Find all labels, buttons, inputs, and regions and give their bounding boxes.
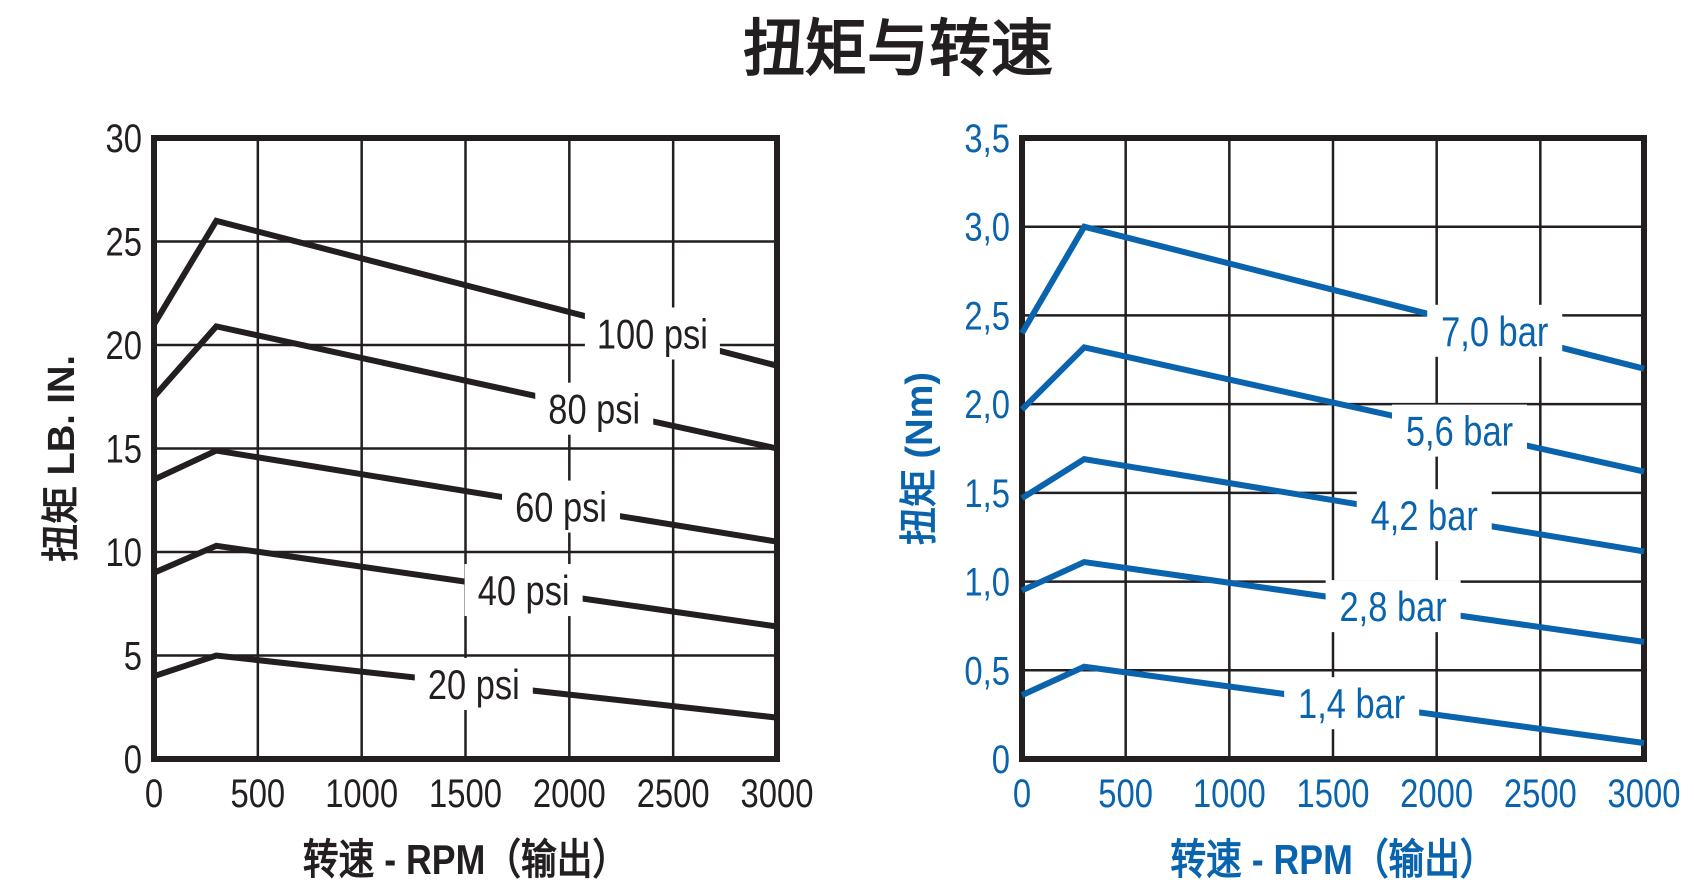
x-axis-label: 转速 - RPM（输出） — [303, 837, 628, 883]
x-tick-label: 500 — [1098, 771, 1153, 816]
y-tick-label: 2,5 — [964, 293, 1010, 338]
series-label: 100 psi — [597, 311, 708, 358]
series-label: 7,0 bar — [1441, 309, 1548, 356]
series-label: 60 psi — [515, 484, 607, 531]
plot-frame — [1019, 135, 1647, 762]
y-tick-label: 0 — [124, 737, 142, 782]
series-line — [153, 652, 778, 721]
series-label: 40 psi — [478, 568, 570, 615]
x-tick-label: 1000 — [325, 771, 398, 816]
y-axis-label: 扭矩 LB. IN. — [41, 355, 83, 562]
x-tick-label: 0 — [1013, 771, 1031, 816]
chart-imperial: 0 500 1000 1500 2000 2500 3000 0 5 10 15 20 25 30 转速 -… — [41, 116, 813, 884]
y-tick-label: 3,0 — [964, 205, 1010, 250]
series-label-bg — [414, 658, 533, 711]
y-tick-label: 5 — [124, 633, 142, 678]
x-tick-label: 2000 — [1400, 771, 1473, 816]
series-label: 4,2 bar — [1371, 493, 1478, 540]
x-tick-label: 3000 — [1608, 771, 1681, 816]
series-label-bg — [535, 382, 654, 435]
x-tick-label: 2500 — [637, 771, 710, 816]
x-tick-label: 2000 — [533, 771, 606, 816]
series-label: 20 psi — [428, 662, 520, 709]
y-tick-label: 2,0 — [964, 382, 1010, 427]
series-label: 2,8 bar — [1340, 584, 1447, 631]
series-line — [1020, 663, 1645, 747]
x-tick-label: 1500 — [429, 771, 502, 816]
figure-title: 扭矩与转速 — [743, 15, 1053, 84]
x-axis-label: 转速 - RPM（输出） — [1170, 837, 1495, 883]
series-label: 1,4 bar — [1298, 681, 1405, 728]
series-label: 5,6 bar — [1406, 408, 1513, 455]
series-label-bg — [1427, 304, 1563, 357]
series-label-bg — [1284, 677, 1420, 730]
y-tick-label: 25 — [106, 219, 142, 264]
x-tick-label: 0 — [145, 771, 163, 816]
y-tick-label: 10 — [106, 530, 142, 575]
y-tick-label: 3,5 — [964, 116, 1010, 161]
y-tick-label: 15 — [106, 426, 142, 471]
y-tick-label: 1,0 — [964, 559, 1010, 604]
series-label: 80 psi — [548, 387, 640, 434]
series-label-bg — [502, 480, 621, 533]
x-tick-label: 500 — [230, 771, 285, 816]
chart-metric: 0 500 1000 1500 2000 2500 3000 0 0,5 1,0 1,5 2,0 2,5… — [899, 116, 1680, 884]
x-tick-label: 2500 — [1504, 771, 1577, 816]
series-label-bg — [1391, 404, 1527, 457]
series-label-bg — [584, 307, 720, 360]
series-label-bg — [1325, 580, 1461, 633]
y-tick-label: 1,5 — [964, 471, 1010, 516]
y-tick-label: 20 — [106, 323, 142, 368]
y-tick-label: 0 — [992, 737, 1010, 782]
y-axis-label: 扭矩 (Nm) — [899, 372, 941, 545]
series-label-bg — [1356, 489, 1492, 542]
x-tick-label: 1000 — [1193, 771, 1266, 816]
series-line — [152, 542, 778, 630]
y-tick-label: 0,5 — [964, 648, 1010, 693]
y-tick-label: 30 — [106, 116, 142, 161]
x-tick-label: 3000 — [741, 771, 814, 816]
series-label-bg — [464, 564, 583, 617]
x-tick-label: 1500 — [1297, 771, 1370, 816]
